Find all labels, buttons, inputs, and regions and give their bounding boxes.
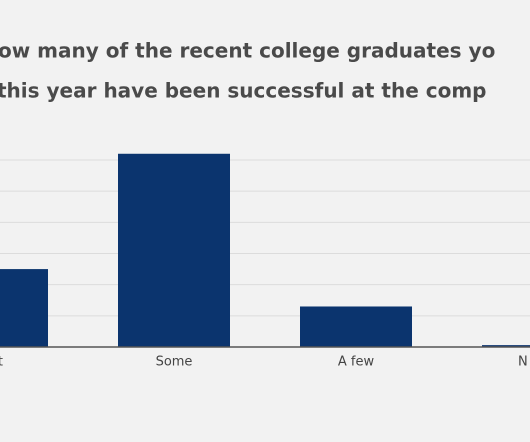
- x-tick-label: t: [0, 355, 3, 370]
- x-tick-label: A few: [338, 355, 375, 370]
- bar: [118, 153, 230, 347]
- chart-title-line: this year have been successful at the co…: [0, 79, 486, 103]
- bar: [0, 269, 48, 347]
- x-tick-label: N: [518, 355, 528, 370]
- bar: [482, 345, 530, 347]
- chart-title-line: ow many of the recent college graduates …: [0, 39, 495, 63]
- bar: [300, 306, 412, 347]
- x-tick-label: Some: [156, 355, 193, 370]
